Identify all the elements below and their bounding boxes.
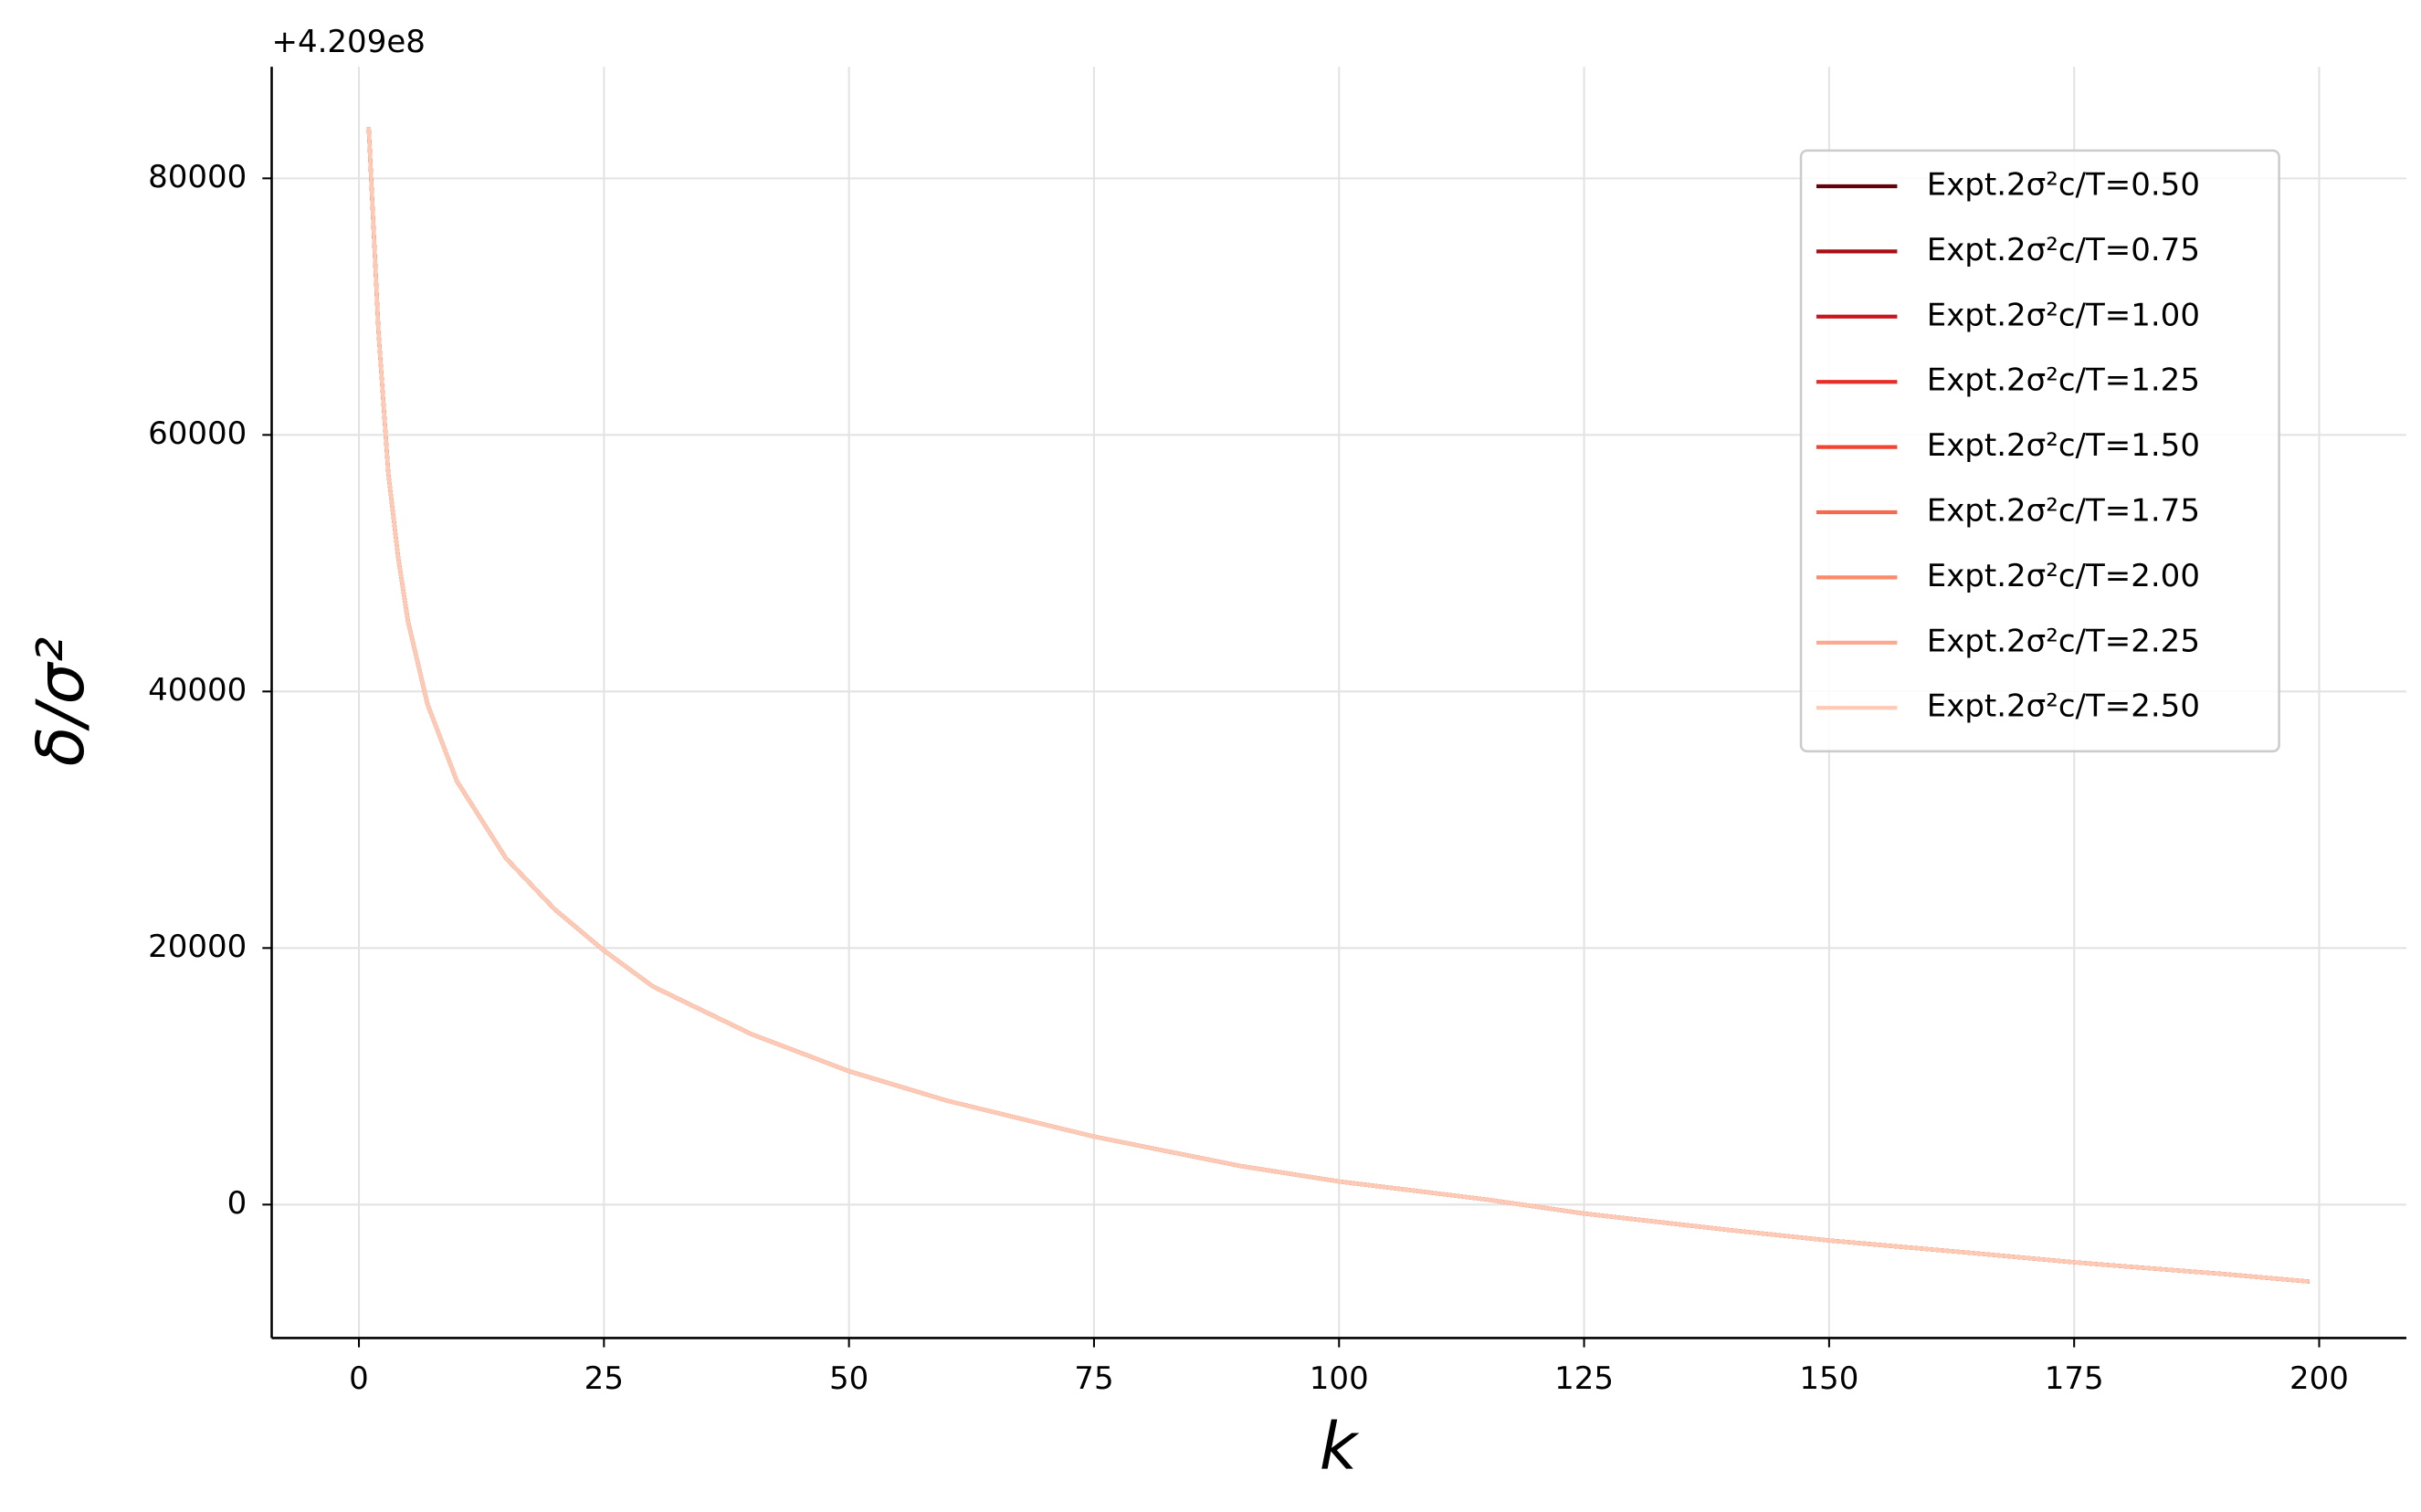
y-tick-label: 80000	[148, 159, 247, 195]
data-line	[366, 127, 2310, 1284]
x-tick-label: 100	[1310, 1360, 1369, 1397]
x-tick-label: 0	[349, 1360, 369, 1397]
legend-label: Expt.2σ²c/T=1.25	[1927, 362, 2200, 399]
x-tick-label: 75	[1074, 1360, 1113, 1397]
legend-label: Expt.2σ²c/T=0.75	[1927, 232, 2200, 268]
x-tick-label: 150	[1799, 1360, 1858, 1397]
y-tick-label: 20000	[148, 929, 247, 965]
legend-box	[1799, 149, 2280, 753]
y-tick-label: 0	[227, 1185, 247, 1222]
y-offset-label: +4.209e8	[272, 24, 426, 60]
x-tick-label: 50	[829, 1360, 868, 1397]
x-axis-label: k	[1320, 1409, 1360, 1485]
legend-label: Expt.2σ²c/T=0.50	[1927, 167, 2200, 204]
legend-label: Expt.2σ²c/T=2.25	[1927, 623, 2200, 659]
y-axis-label: δ/σ²	[23, 637, 99, 767]
legend-label: Expt.2σ²c/T=2.00	[1927, 558, 2200, 594]
legend-label: Expt.2σ²c/T=2.50	[1927, 688, 2200, 725]
x-tick-label: 200	[2289, 1360, 2349, 1397]
x-tick-label: 125	[1554, 1360, 1614, 1397]
y-tick-label: 40000	[148, 672, 247, 709]
y-tick-label: 60000	[148, 415, 247, 452]
x-tick-label: 25	[584, 1360, 624, 1397]
legend-label: Expt.2σ²c/T=1.50	[1927, 427, 2200, 464]
legend-label: Expt.2σ²c/T=1.75	[1927, 493, 2200, 530]
x-tick-label: 175	[2045, 1360, 2104, 1397]
legend-label: Expt.2σ²c/T=1.00	[1927, 297, 2200, 333]
